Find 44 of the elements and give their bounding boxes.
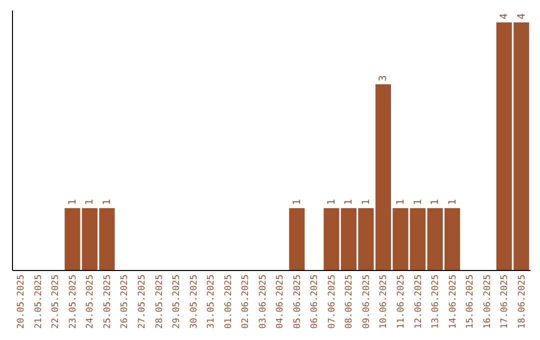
data-label: 1 xyxy=(84,199,96,206)
x-tick-label: 23.05.2025 xyxy=(68,274,78,329)
x-tick-label: 03.06.2025 xyxy=(258,274,268,329)
x-tick-label: 15.06.2025 xyxy=(466,274,476,329)
x-tick-label: 16.06.2025 xyxy=(482,274,493,329)
x-tick-label: 06.06.2025 xyxy=(310,274,320,329)
x-tick-label: 10.06.2025 xyxy=(379,274,390,329)
x-tick-label: 30.05.2025 xyxy=(189,274,200,329)
x-tick-label: 17.06.2025 xyxy=(500,274,510,329)
data-label: 4 xyxy=(499,13,510,20)
data-label: 4 xyxy=(516,13,528,20)
x-tick-label: 28.05.2025 xyxy=(154,274,165,329)
x-tick-label: 20.05.2025 xyxy=(16,274,27,329)
data-label: 1 xyxy=(430,199,442,206)
data-label: 1 xyxy=(326,199,338,206)
x-tick-label: 02.06.2025 xyxy=(241,274,252,329)
data-label: 3 xyxy=(378,75,390,82)
x-tick-label: 07.06.2025 xyxy=(327,274,338,329)
x-tick-label: 29.05.2025 xyxy=(172,274,182,329)
x-tick-label: 04.06.2025 xyxy=(276,274,286,329)
x-tick-label: 22.05.2025 xyxy=(51,274,62,329)
data-label: 1 xyxy=(67,199,78,206)
x-tick-label: 14.06.2025 xyxy=(448,274,458,329)
data-label: 1 xyxy=(396,199,406,206)
x-tick-label: 26.05.2025 xyxy=(120,274,130,329)
x-tick-label: 08.06.2025 xyxy=(344,274,355,329)
x-tick-label: 01.06.2025 xyxy=(224,274,234,329)
x-tick-label: 21.05.2025 xyxy=(34,274,44,329)
x-tick-label: 05.06.2025 xyxy=(292,274,303,329)
data-label: 1 xyxy=(412,199,424,206)
data-label: 1 xyxy=(292,199,303,206)
data-label: 1 xyxy=(447,199,458,206)
x-tick-label: 25.05.2025 xyxy=(102,274,113,329)
data-label: 1 xyxy=(344,199,355,206)
data-label: 1 xyxy=(102,199,113,206)
x-tick-label: 27.05.2025 xyxy=(138,274,148,329)
x-tick-label: 09.06.2025 xyxy=(362,274,372,329)
x-tick-label: 11.06.2025 xyxy=(396,274,406,329)
x-tick-label: 24.05.2025 xyxy=(86,274,96,329)
x-tick-label: 31.05.2025 xyxy=(206,274,217,329)
x-tick-label: 12.06.2025 xyxy=(414,274,424,329)
x-tick-label: 18.06.2025 xyxy=(517,274,528,329)
x-tick-label: 13.06.2025 xyxy=(431,274,442,329)
data-label: 1 xyxy=(360,199,372,206)
